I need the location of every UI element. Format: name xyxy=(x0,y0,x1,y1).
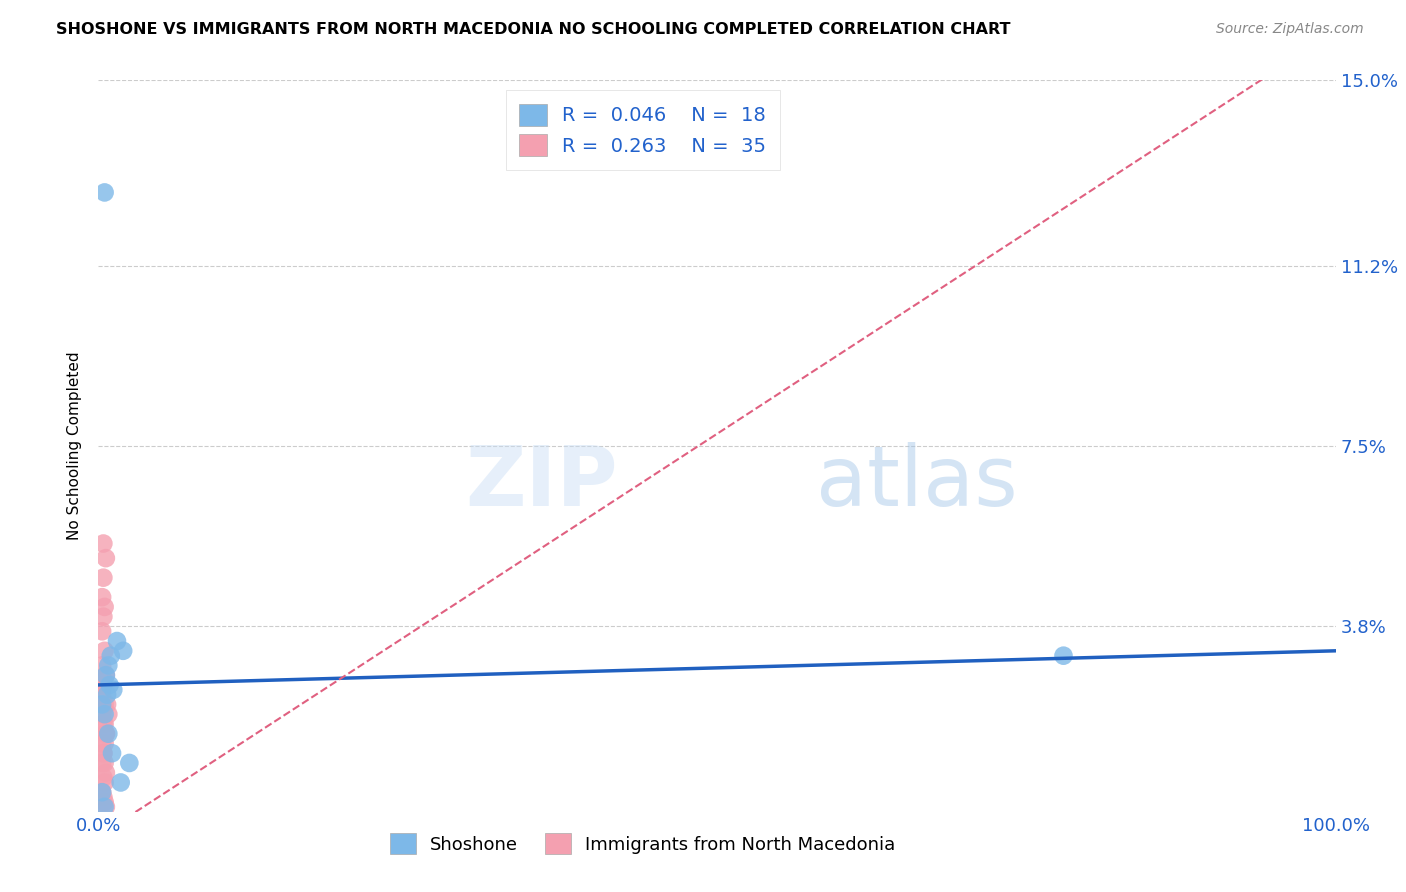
Point xyxy=(93,795,115,809)
Point xyxy=(91,756,114,770)
Point xyxy=(93,717,115,731)
Point xyxy=(94,727,117,741)
Point xyxy=(112,644,135,658)
Point xyxy=(1052,648,1074,663)
Point xyxy=(93,746,115,760)
Y-axis label: No Schooling Completed: No Schooling Completed xyxy=(67,351,83,541)
Point xyxy=(93,790,115,805)
Text: ZIP: ZIP xyxy=(465,442,619,523)
Point xyxy=(93,771,115,785)
Point xyxy=(93,746,115,760)
Point xyxy=(91,736,114,750)
Point xyxy=(94,765,117,780)
Point xyxy=(101,746,124,760)
Point xyxy=(93,678,115,692)
Point xyxy=(98,678,121,692)
Point xyxy=(93,756,115,770)
Point xyxy=(93,673,115,687)
Point xyxy=(97,707,120,722)
Point xyxy=(105,634,128,648)
Text: SHOSHONE VS IMMIGRANTS FROM NORTH MACEDONIA NO SCHOOLING COMPLETED CORRELATION C: SHOSHONE VS IMMIGRANTS FROM NORTH MACEDO… xyxy=(56,22,1011,37)
Point xyxy=(93,717,115,731)
Point xyxy=(91,688,114,702)
Point xyxy=(97,658,120,673)
Point xyxy=(94,551,117,566)
Point xyxy=(93,599,115,614)
Point xyxy=(118,756,141,770)
Point xyxy=(96,688,118,702)
Point xyxy=(93,707,115,722)
Point xyxy=(93,571,115,585)
Legend: Shoshone, Immigrants from North Macedonia: Shoshone, Immigrants from North Macedoni… xyxy=(375,819,910,869)
Point xyxy=(93,736,115,750)
Point xyxy=(93,609,115,624)
Point xyxy=(94,727,117,741)
Point xyxy=(91,624,114,639)
Point xyxy=(94,800,117,814)
Point xyxy=(93,800,115,814)
Point xyxy=(93,698,115,712)
Point xyxy=(91,698,114,712)
Point xyxy=(93,536,115,550)
Point xyxy=(93,775,115,789)
Point xyxy=(91,785,114,799)
Point xyxy=(91,590,114,604)
Point xyxy=(91,658,114,673)
Point xyxy=(91,785,114,799)
Text: Source: ZipAtlas.com: Source: ZipAtlas.com xyxy=(1216,22,1364,37)
Point xyxy=(91,682,114,697)
Point xyxy=(91,707,114,722)
Point xyxy=(100,648,122,663)
Point xyxy=(103,682,125,697)
Point xyxy=(97,727,120,741)
Point xyxy=(94,668,117,682)
Point xyxy=(96,698,118,712)
Point xyxy=(93,644,115,658)
Point xyxy=(94,668,117,682)
Point xyxy=(93,186,115,200)
Text: atlas: atlas xyxy=(815,442,1018,523)
Point xyxy=(110,775,132,789)
